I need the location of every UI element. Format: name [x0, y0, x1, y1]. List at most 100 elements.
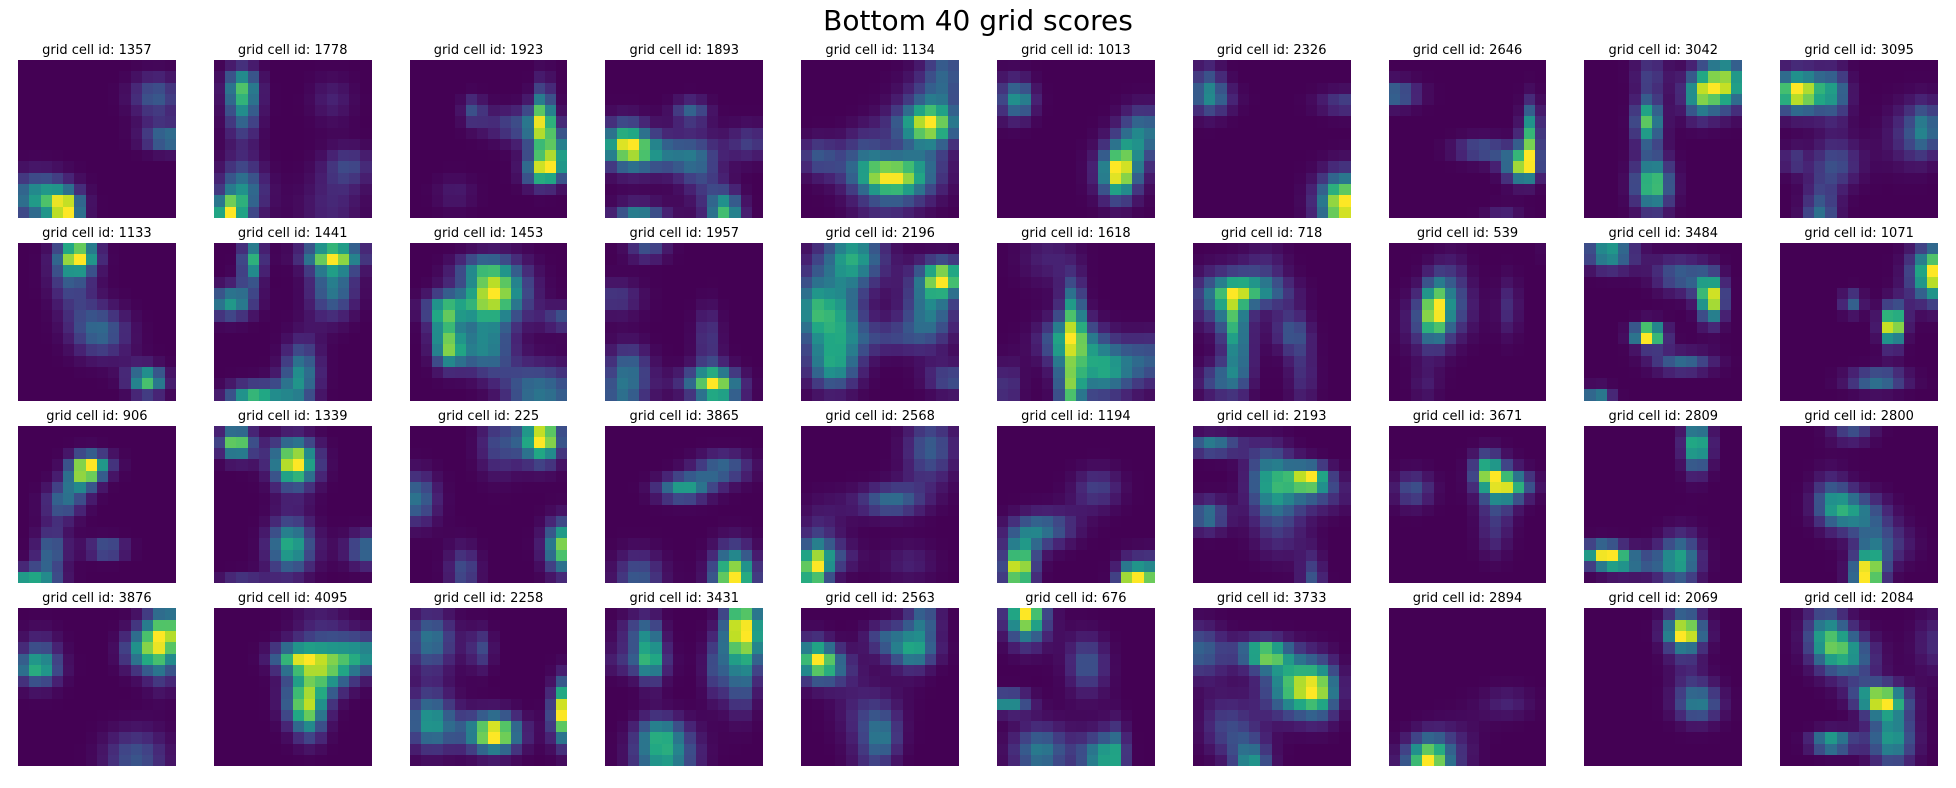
subplot-title: grid cell id: 2809 — [1609, 409, 1719, 424]
subplot: grid cell id: 1957 — [605, 226, 763, 401]
subplot: grid cell id: 2800 — [1780, 409, 1938, 584]
subplot: grid cell id: 3865 — [605, 409, 763, 584]
subplot-title: grid cell id: 1134 — [825, 43, 935, 58]
subplot-title: grid cell id: 1013 — [1021, 43, 1131, 58]
heatmap — [214, 60, 372, 218]
subplot-title: grid cell id: 1339 — [238, 409, 348, 424]
heatmap — [18, 426, 176, 584]
heatmap — [605, 60, 763, 218]
subplot-title: grid cell id: 3733 — [1217, 591, 1327, 606]
subplot-title: grid cell id: 1357 — [42, 43, 152, 58]
subplot-title: grid cell id: 2894 — [1413, 591, 1523, 606]
subplot: grid cell id: 2258 — [410, 591, 568, 766]
subplot: grid cell id: 1618 — [997, 226, 1155, 401]
heatmap — [18, 608, 176, 766]
subplot: grid cell id: 3671 — [1389, 409, 1547, 584]
subplot-title: grid cell id: 2800 — [1804, 409, 1914, 424]
subplot: grid cell id: 1923 — [410, 43, 568, 218]
heatmap — [1584, 60, 1742, 218]
subplot: grid cell id: 1778 — [214, 43, 372, 218]
heatmap — [605, 426, 763, 584]
heatmap — [997, 60, 1155, 218]
subplot: grid cell id: 225 — [410, 409, 568, 584]
subplot-title: grid cell id: 3095 — [1804, 43, 1914, 58]
heatmap — [1193, 243, 1351, 401]
subplot: grid cell id: 1133 — [18, 226, 176, 401]
heatmap — [1780, 60, 1938, 218]
subplot: grid cell id: 3042 — [1584, 43, 1742, 218]
subplot-title: grid cell id: 2258 — [434, 591, 544, 606]
subplot-title: grid cell id: 1893 — [630, 43, 740, 58]
subplot: grid cell id: 3484 — [1584, 226, 1742, 401]
subplot: grid cell id: 1453 — [410, 226, 568, 401]
subplot-title: grid cell id: 4095 — [238, 591, 348, 606]
subplot: grid cell id: 1134 — [801, 43, 959, 218]
subplot: grid cell id: 2084 — [1780, 591, 1938, 766]
subplot-title: grid cell id: 2646 — [1413, 43, 1523, 58]
subplot: grid cell id: 539 — [1389, 226, 1547, 401]
subplot: grid cell id: 3095 — [1780, 43, 1938, 218]
heatmap — [1193, 60, 1351, 218]
heatmap — [1389, 243, 1547, 401]
subplot: grid cell id: 1357 — [18, 43, 176, 218]
subplot-title: grid cell id: 2568 — [825, 409, 935, 424]
heatmap — [605, 608, 763, 766]
subplot-title: grid cell id: 3042 — [1609, 43, 1719, 58]
heatmap — [1780, 243, 1938, 401]
subplot: grid cell id: 2196 — [801, 226, 959, 401]
heatmap — [1584, 608, 1742, 766]
heatmap — [1389, 426, 1547, 584]
heatmap — [410, 243, 568, 401]
heatmap — [410, 426, 568, 584]
subplot-title: grid cell id: 906 — [46, 409, 147, 424]
figure: Bottom 40 grid scores grid cell id: 1357… — [0, 0, 1956, 776]
subplot-title: grid cell id: 676 — [1025, 591, 1126, 606]
subplot-title: grid cell id: 2193 — [1217, 409, 1327, 424]
heatmap — [1389, 60, 1547, 218]
subplot-title: grid cell id: 2196 — [825, 226, 935, 241]
subplot-title: grid cell id: 1957 — [630, 226, 740, 241]
heatmap — [997, 426, 1155, 584]
subplot: grid cell id: 4095 — [214, 591, 372, 766]
subplot-title: grid cell id: 2069 — [1609, 591, 1719, 606]
heatmap — [1584, 426, 1742, 584]
subplot: grid cell id: 3733 — [1193, 591, 1351, 766]
subplot: grid cell id: 1194 — [997, 409, 1155, 584]
subplot: grid cell id: 2193 — [1193, 409, 1351, 584]
subplot: grid cell id: 2646 — [1389, 43, 1547, 218]
subplot-title: grid cell id: 3671 — [1413, 409, 1523, 424]
subplot-title: grid cell id: 2563 — [825, 591, 935, 606]
subplot: grid cell id: 2894 — [1389, 591, 1547, 766]
subplot-title: grid cell id: 3865 — [630, 409, 740, 424]
subplot-title: grid cell id: 539 — [1417, 226, 1518, 241]
subplot: grid cell id: 3876 — [18, 591, 176, 766]
subplot: grid cell id: 1339 — [214, 409, 372, 584]
heatmap — [410, 608, 568, 766]
heatmap — [801, 608, 959, 766]
heatmap — [214, 608, 372, 766]
subplot: grid cell id: 1441 — [214, 226, 372, 401]
subplot-grid: grid cell id: 1357 grid cell id: 1778 grid… — [0, 43, 1956, 776]
figure-title: Bottom 40 grid scores — [0, 4, 1956, 37]
subplot-title: grid cell id: 1923 — [434, 43, 544, 58]
subplot: grid cell id: 676 — [997, 591, 1155, 766]
heatmap — [214, 243, 372, 401]
subplot-title: grid cell id: 2326 — [1217, 43, 1327, 58]
heatmap — [214, 426, 372, 584]
subplot-title: grid cell id: 1071 — [1804, 226, 1914, 241]
subplot-title: grid cell id: 1618 — [1021, 226, 1131, 241]
subplot-title: grid cell id: 2084 — [1804, 591, 1914, 606]
subplot-title: grid cell id: 1453 — [434, 226, 544, 241]
heatmap — [1584, 243, 1742, 401]
subplot-title: grid cell id: 1778 — [238, 43, 348, 58]
subplot-title: grid cell id: 1441 — [238, 226, 348, 241]
heatmap — [801, 243, 959, 401]
subplot: grid cell id: 2563 — [801, 591, 959, 766]
subplot: grid cell id: 2326 — [1193, 43, 1351, 218]
heatmap — [1193, 608, 1351, 766]
subplot-title: grid cell id: 3484 — [1609, 226, 1719, 241]
heatmap — [605, 243, 763, 401]
heatmap — [410, 60, 568, 218]
subplot-title: grid cell id: 718 — [1221, 226, 1322, 241]
subplot-title: grid cell id: 1194 — [1021, 409, 1131, 424]
